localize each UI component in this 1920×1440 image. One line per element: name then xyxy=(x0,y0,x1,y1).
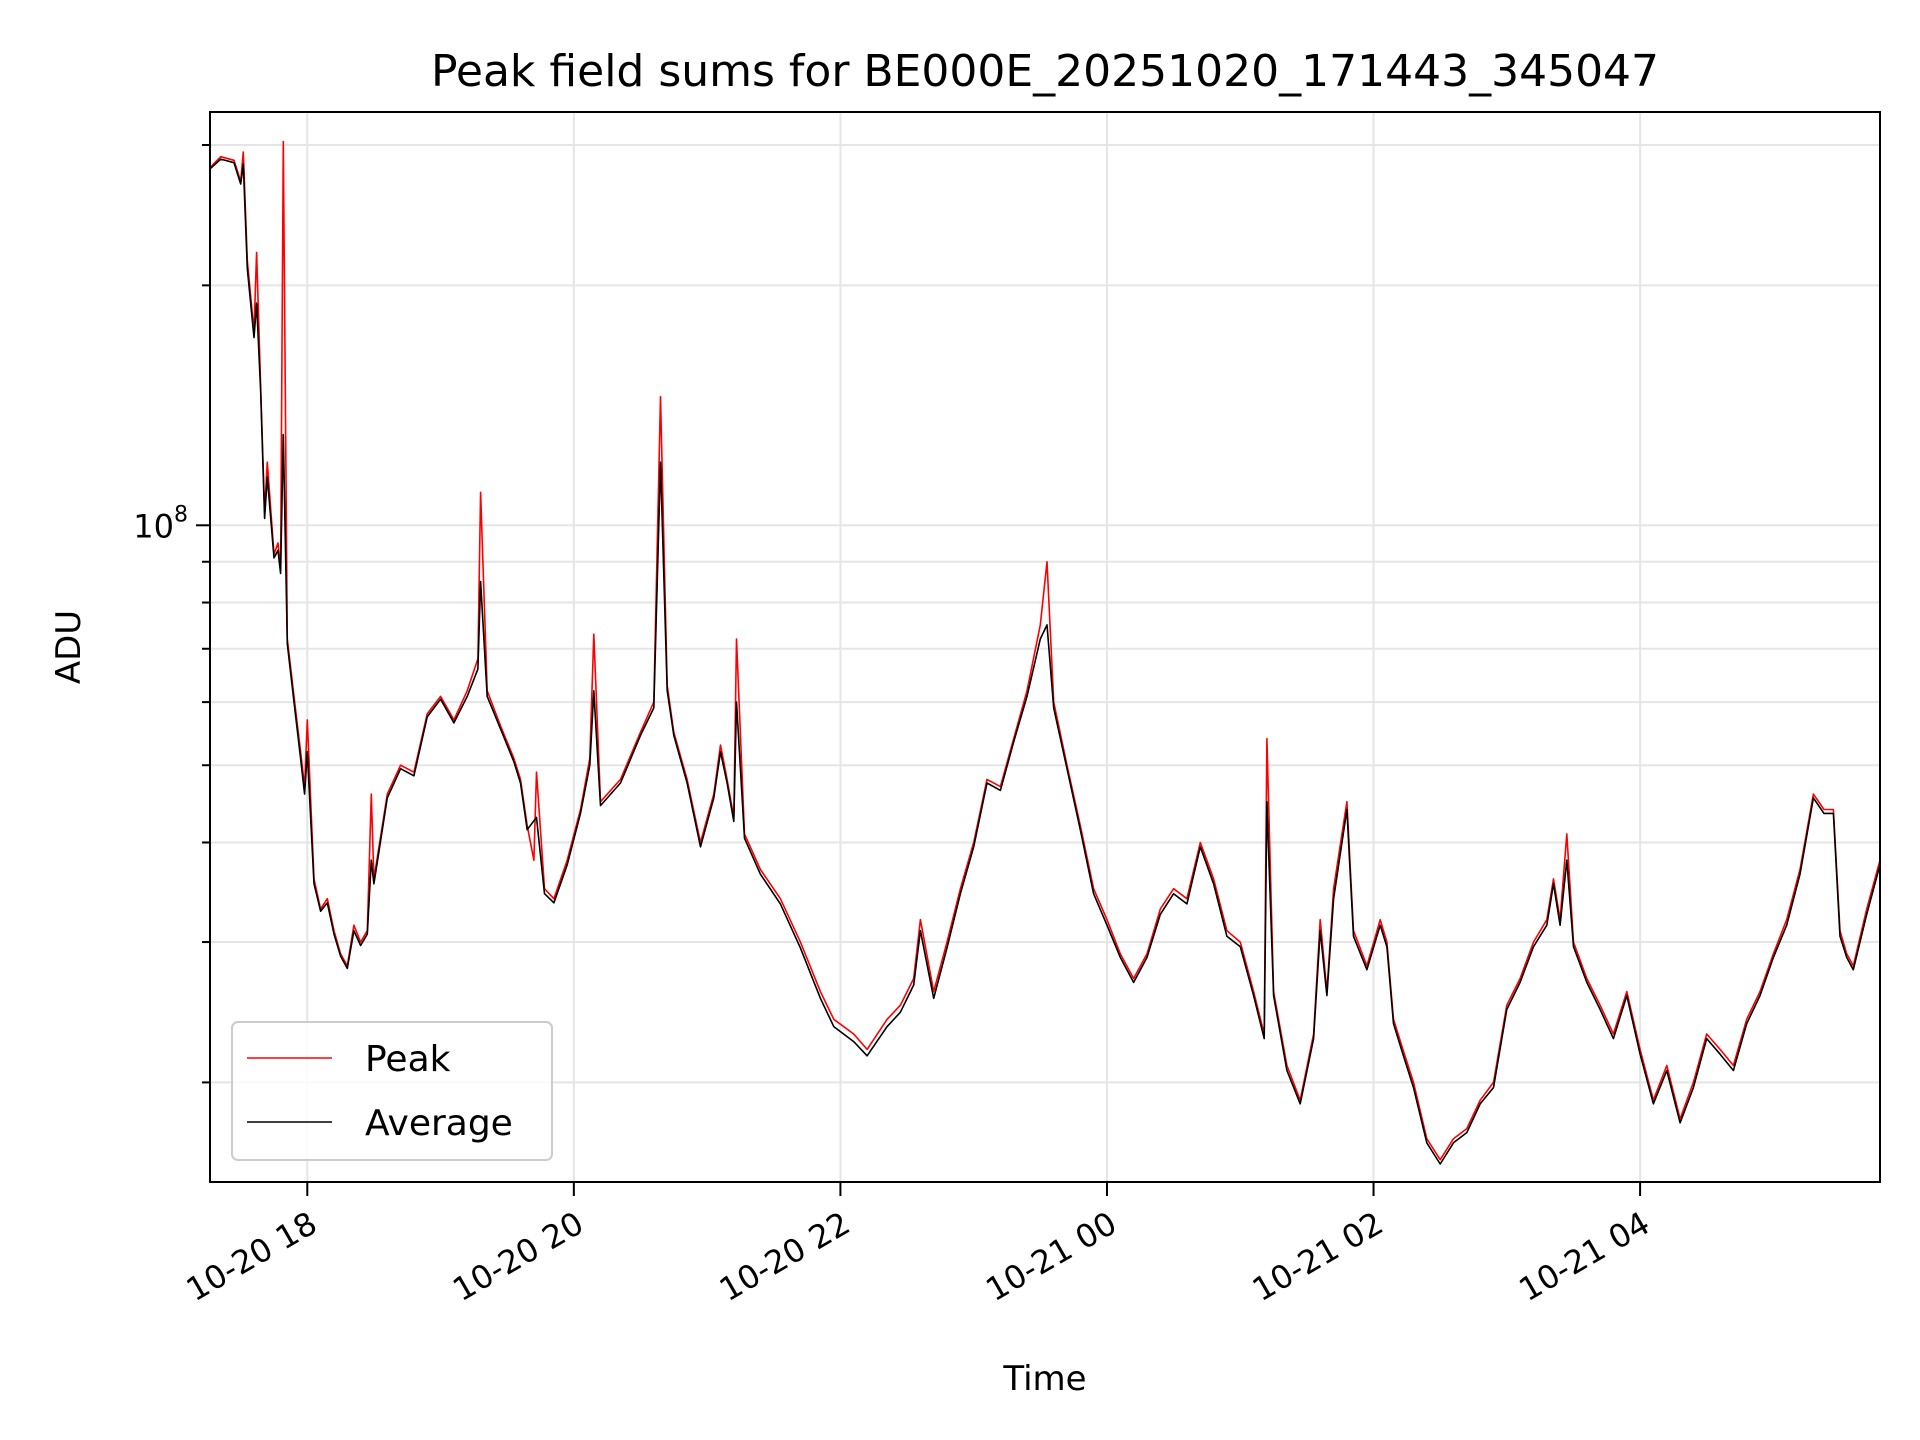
legend-label-average: Average xyxy=(365,1103,513,1144)
legend-label-peak: Peak xyxy=(365,1039,451,1080)
y-axis-label: ADU xyxy=(49,610,89,684)
y-axis: 108 xyxy=(133,143,210,1084)
legend-box xyxy=(231,1021,553,1161)
series-layer xyxy=(210,140,1880,1165)
y-tick-label: 108 xyxy=(133,502,188,545)
plot-frame xyxy=(209,111,1881,1183)
series-line-average xyxy=(210,158,1880,1165)
legend: Peak Average xyxy=(231,1021,553,1161)
y-tick-label-exponent: 8 xyxy=(174,502,188,527)
x-axis-label: Time xyxy=(1002,1359,1086,1399)
chart-title: Peak field sums for BE000E_20251020_1714… xyxy=(431,46,1659,97)
y-tick-label-base: 10 xyxy=(133,507,174,545)
